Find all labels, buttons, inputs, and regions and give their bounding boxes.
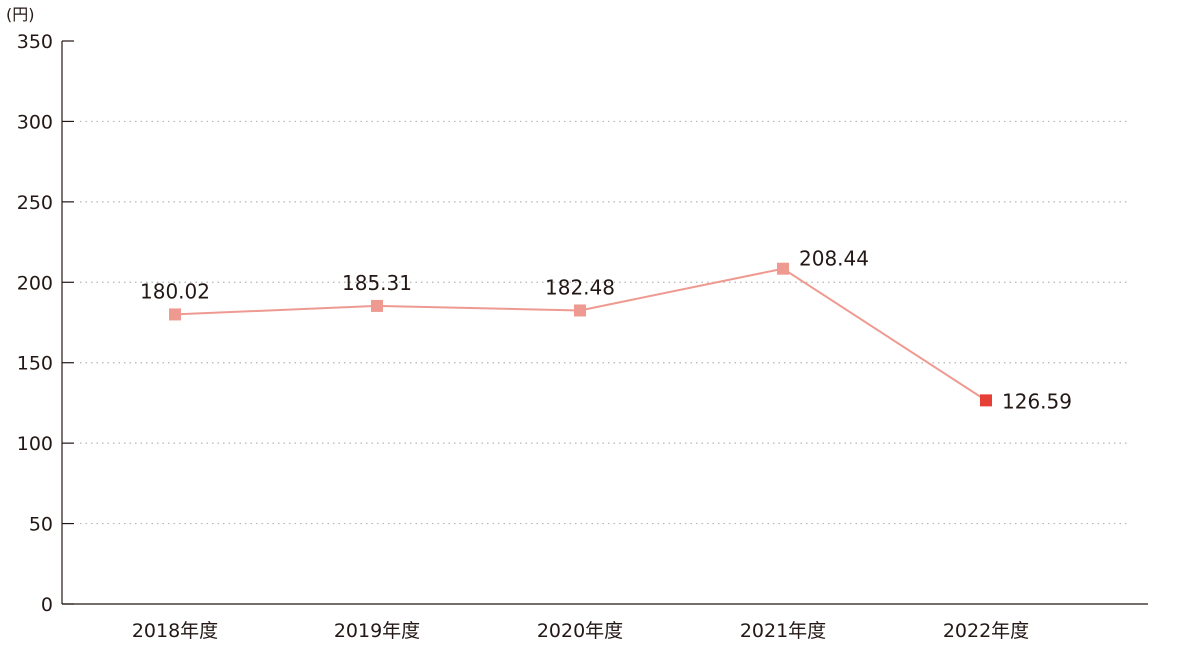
- data-label: 208.44: [799, 247, 869, 271]
- y-tick-label: 150: [17, 353, 53, 375]
- x-tick-label: 2022年度: [943, 620, 1029, 642]
- data-label: 180.02: [140, 279, 210, 303]
- series-marker: [169, 308, 181, 321]
- y-ticks: 0 50 100 150 200 250 300 350: [17, 31, 74, 616]
- axes: [61, 41, 1148, 605]
- data-label: 126.59: [1002, 389, 1072, 413]
- y-tick-label: 350: [17, 31, 53, 53]
- data-label: 185.31: [342, 271, 412, 295]
- x-ticks: 2018年度 2019年度 2020年度 2021年度 2022年度: [132, 620, 1029, 642]
- series-marker-highlight: [980, 394, 992, 407]
- series-marker: [777, 262, 789, 275]
- x-tick-label: 2019年度: [334, 620, 420, 642]
- x-tick-label: 2018年度: [132, 620, 218, 642]
- series-markers: [169, 262, 992, 407]
- y-unit-label: (円): [6, 5, 35, 24]
- x-tick-label: 2021年度: [740, 620, 826, 642]
- grid-lines: [80, 120, 1130, 525]
- y-tick-label: 50: [29, 514, 53, 536]
- y-tick-label: 100: [17, 433, 53, 455]
- x-tick-label: 2020年度: [537, 620, 623, 642]
- y-tick-label: 0: [41, 594, 53, 616]
- data-labels: 180.02 185.31 182.48 208.44 126.59: [140, 247, 1072, 414]
- series-marker: [371, 299, 383, 312]
- data-label: 182.48: [545, 275, 615, 299]
- y-tick-label: 200: [17, 272, 53, 294]
- series-marker: [574, 304, 586, 317]
- y-tick-label: 250: [17, 192, 53, 214]
- y-tick-label: 300: [17, 111, 53, 133]
